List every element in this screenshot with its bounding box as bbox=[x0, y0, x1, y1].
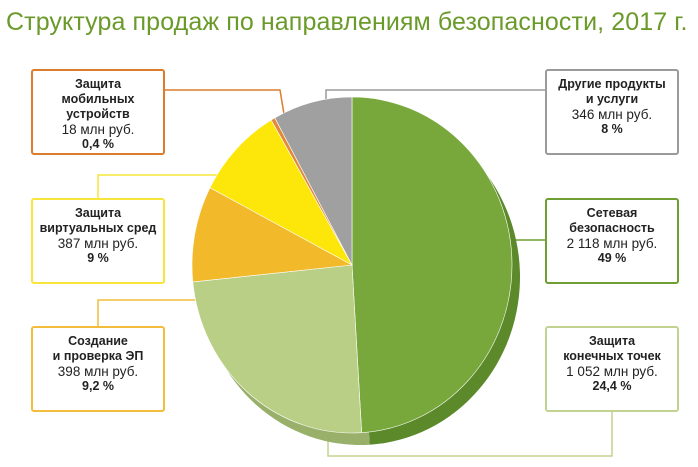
label-name: и проверка ЭП bbox=[52, 349, 144, 363]
label-digital-signature: Создание и проверка ЭП 398 млн руб. 9,2 … bbox=[31, 326, 165, 412]
label-name: виртуальных сред bbox=[39, 221, 157, 235]
pie-slice-сетевая-безопасность bbox=[351, 96, 513, 434]
pie-slices bbox=[191, 96, 513, 434]
label-percent: 49 % bbox=[597, 251, 627, 265]
chart-title: Структура продаж по направлениям безопас… bbox=[6, 8, 688, 36]
label-percent: 24,4 % bbox=[592, 379, 632, 393]
label-name: и услуги bbox=[585, 92, 639, 106]
pie-slice-защита-виртуальных-сред bbox=[209, 119, 353, 266]
label-name: Сетевая bbox=[586, 206, 638, 220]
label-amount: 2 118 млн руб. bbox=[566, 236, 658, 251]
label-percent: 9 % bbox=[87, 251, 109, 265]
label-name: Защита bbox=[74, 206, 122, 220]
leader-virtual bbox=[97, 174, 238, 198]
label-amount: 18 млн руб. bbox=[61, 122, 135, 137]
label-network-security: Сетевая безопасность 2 118 млн руб. 49 % bbox=[545, 198, 679, 284]
label-amount: 398 млн руб. bbox=[57, 364, 139, 379]
label-name: безопасность bbox=[569, 221, 655, 235]
pie-slice-другие-продукты-и-услуги bbox=[274, 96, 353, 266]
label-percent: 8 % bbox=[601, 122, 623, 136]
pie-slice-защита-конечных-точек bbox=[192, 264, 362, 434]
leader-endpoint bbox=[327, 412, 613, 457]
label-virtual-environments: Защита виртуальных сред 387 млн руб. 9 % bbox=[31, 198, 165, 284]
pie-slice-создание-и-проверка-эп bbox=[191, 187, 353, 283]
label-percent: 9,2 % bbox=[82, 379, 114, 393]
label-endpoint-protection: Защита конечных точек 1 052 млн руб. 24,… bbox=[545, 326, 679, 412]
label-other-products: Другие продукты и услуги 346 млн руб. 8 … bbox=[545, 69, 679, 155]
label-mobile-devices: Защита мобильных устройств 18 млн руб. 0… bbox=[31, 69, 165, 155]
label-name: конечных точек bbox=[563, 349, 661, 363]
label-name: Создание bbox=[68, 334, 128, 348]
label-name: Защита bbox=[588, 334, 636, 348]
label-percent: 0,4 % bbox=[82, 137, 114, 151]
label-amount: 346 млн руб. bbox=[571, 107, 653, 122]
label-name: Защита bbox=[74, 77, 122, 91]
label-name: Другие продукты bbox=[558, 77, 666, 91]
leader-ep bbox=[97, 299, 200, 326]
label-amount: 387 млн руб. bbox=[57, 236, 139, 251]
label-name: мобильных устройств bbox=[61, 92, 135, 121]
label-amount: 1 052 млн руб. bbox=[566, 364, 658, 379]
